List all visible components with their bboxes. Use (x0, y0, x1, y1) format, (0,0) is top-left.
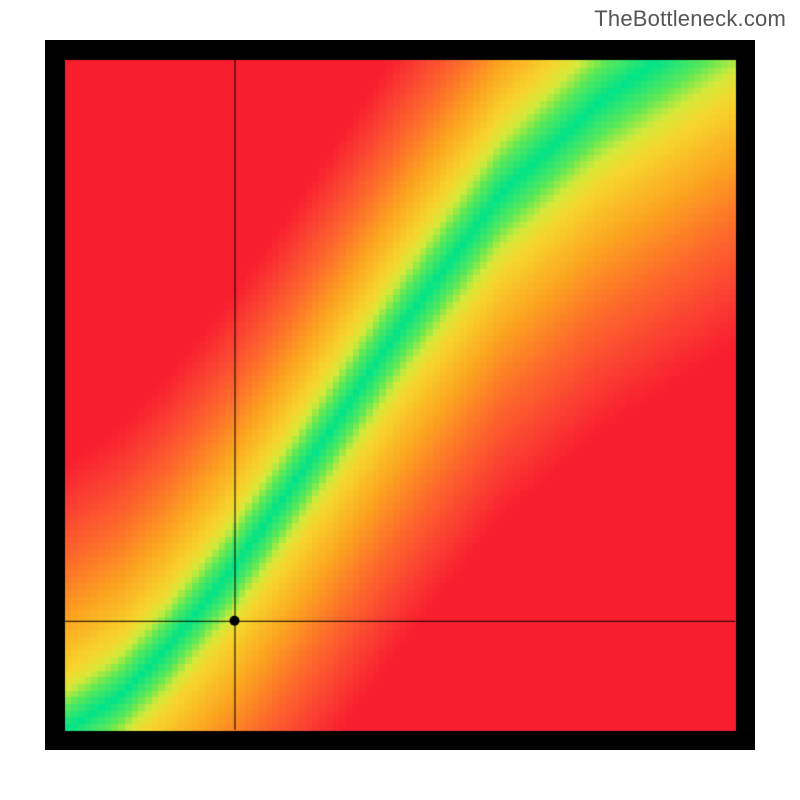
bottleneck-heatmap (45, 40, 755, 750)
heatmap-canvas (45, 40, 755, 750)
watermark-text: TheBottleneck.com (594, 6, 786, 32)
